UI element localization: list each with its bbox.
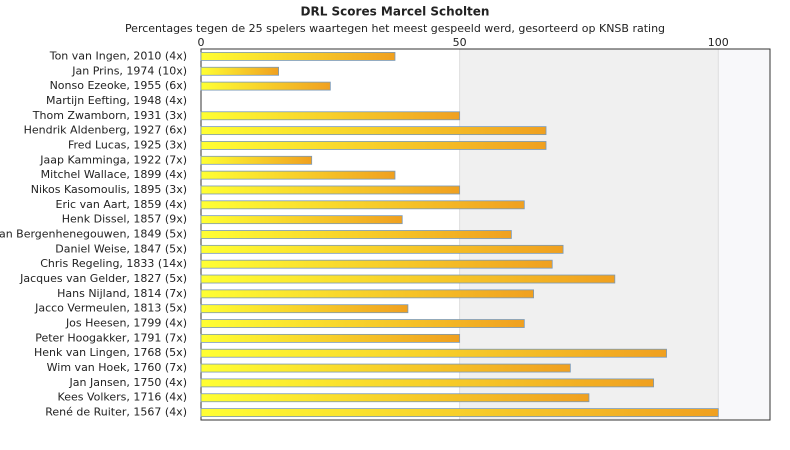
bar bbox=[200, 304, 409, 314]
y-tick-label: Ton van Ingen, 2010 (4x) bbox=[49, 49, 187, 62]
bar bbox=[200, 408, 719, 417]
y-tick-label: Jos Heesen, 1799 (4x) bbox=[65, 317, 187, 330]
y-tick-label: van Bergenhenegouwen, 1849 (5x) bbox=[0, 228, 187, 241]
bar bbox=[200, 289, 535, 299]
bar bbox=[200, 200, 525, 210]
y-tick-label: Fred Lucas, 1925 (3x) bbox=[68, 138, 187, 151]
y-tick-label: Wim van Hoek, 1760 (7x) bbox=[47, 361, 187, 374]
bar bbox=[200, 378, 655, 388]
bar bbox=[200, 244, 564, 254]
y-tick-label: Nonso Ezeoke, 1955 (6x) bbox=[50, 79, 187, 92]
bar bbox=[200, 126, 547, 136]
bar bbox=[200, 215, 403, 225]
bar bbox=[200, 230, 512, 239]
y-tick-label: Thom Zwamborn, 1931 (3x) bbox=[32, 109, 187, 122]
bar bbox=[200, 81, 331, 91]
y-tick-label: Henk van Lingen, 1768 (5x) bbox=[34, 346, 187, 359]
y-tick-label: Daniel Weise, 1847 (5x) bbox=[55, 242, 187, 255]
bar bbox=[200, 52, 396, 61]
y-tick-label: Henk Dissel, 1857 (9x) bbox=[62, 213, 187, 226]
x-tick-label: 50 bbox=[453, 36, 467, 49]
bar bbox=[200, 259, 553, 269]
y-tick-label: Chris Regeling, 1833 (14x) bbox=[40, 257, 187, 270]
x-tick-label: 0 bbox=[198, 36, 205, 49]
chart-subtitle: Percentages tegen de 25 spelers waartege… bbox=[125, 22, 665, 35]
y-tick-label: Jacco Vermeulen, 1813 (5x) bbox=[34, 302, 187, 315]
bar bbox=[200, 155, 313, 165]
y-tick-label: Jan Jansen, 1750 (4x) bbox=[69, 376, 187, 389]
y-tick-label: Mitchel Wallace, 1899 (4x) bbox=[41, 168, 187, 181]
y-tick-label: Peter Hoogakker, 1791 (7x) bbox=[35, 331, 187, 344]
bar bbox=[200, 185, 461, 195]
bar bbox=[200, 274, 616, 284]
y-tick-label: Jacques van Gelder, 1827 (5x) bbox=[19, 272, 187, 285]
y-tick-label: René de Ruiter, 1567 (4x) bbox=[45, 406, 187, 419]
x-tick-label: 100 bbox=[708, 36, 729, 49]
bar bbox=[200, 348, 667, 358]
bar bbox=[200, 393, 590, 403]
y-tick-label: Martijn Eefting, 1948 (4x) bbox=[46, 94, 187, 107]
y-tick-label: Eric van Aart, 1859 (4x) bbox=[56, 198, 187, 211]
y-tick-label: Hans Nijland, 1814 (7x) bbox=[57, 287, 187, 300]
y-tick-label: Jan Prins, 1974 (10x) bbox=[71, 64, 187, 77]
bar bbox=[200, 319, 525, 328]
y-tick-label: Nikos Kasomoulis, 1895 (3x) bbox=[31, 183, 187, 196]
y-tick-label: Kees Volkers, 1716 (4x) bbox=[58, 391, 187, 404]
bar bbox=[200, 333, 461, 343]
bar bbox=[200, 170, 396, 180]
chart-title: DRL Scores Marcel Scholten bbox=[301, 5, 490, 19]
y-tick-label: Jaap Kamminga, 1922 (7x) bbox=[39, 153, 187, 166]
bar bbox=[200, 111, 461, 121]
plot-band bbox=[718, 49, 770, 420]
bar bbox=[200, 141, 547, 150]
bar bbox=[200, 363, 571, 373]
bar bbox=[200, 66, 279, 76]
y-tick-label: Hendrik Aldenberg, 1927 (6x) bbox=[24, 124, 187, 137]
